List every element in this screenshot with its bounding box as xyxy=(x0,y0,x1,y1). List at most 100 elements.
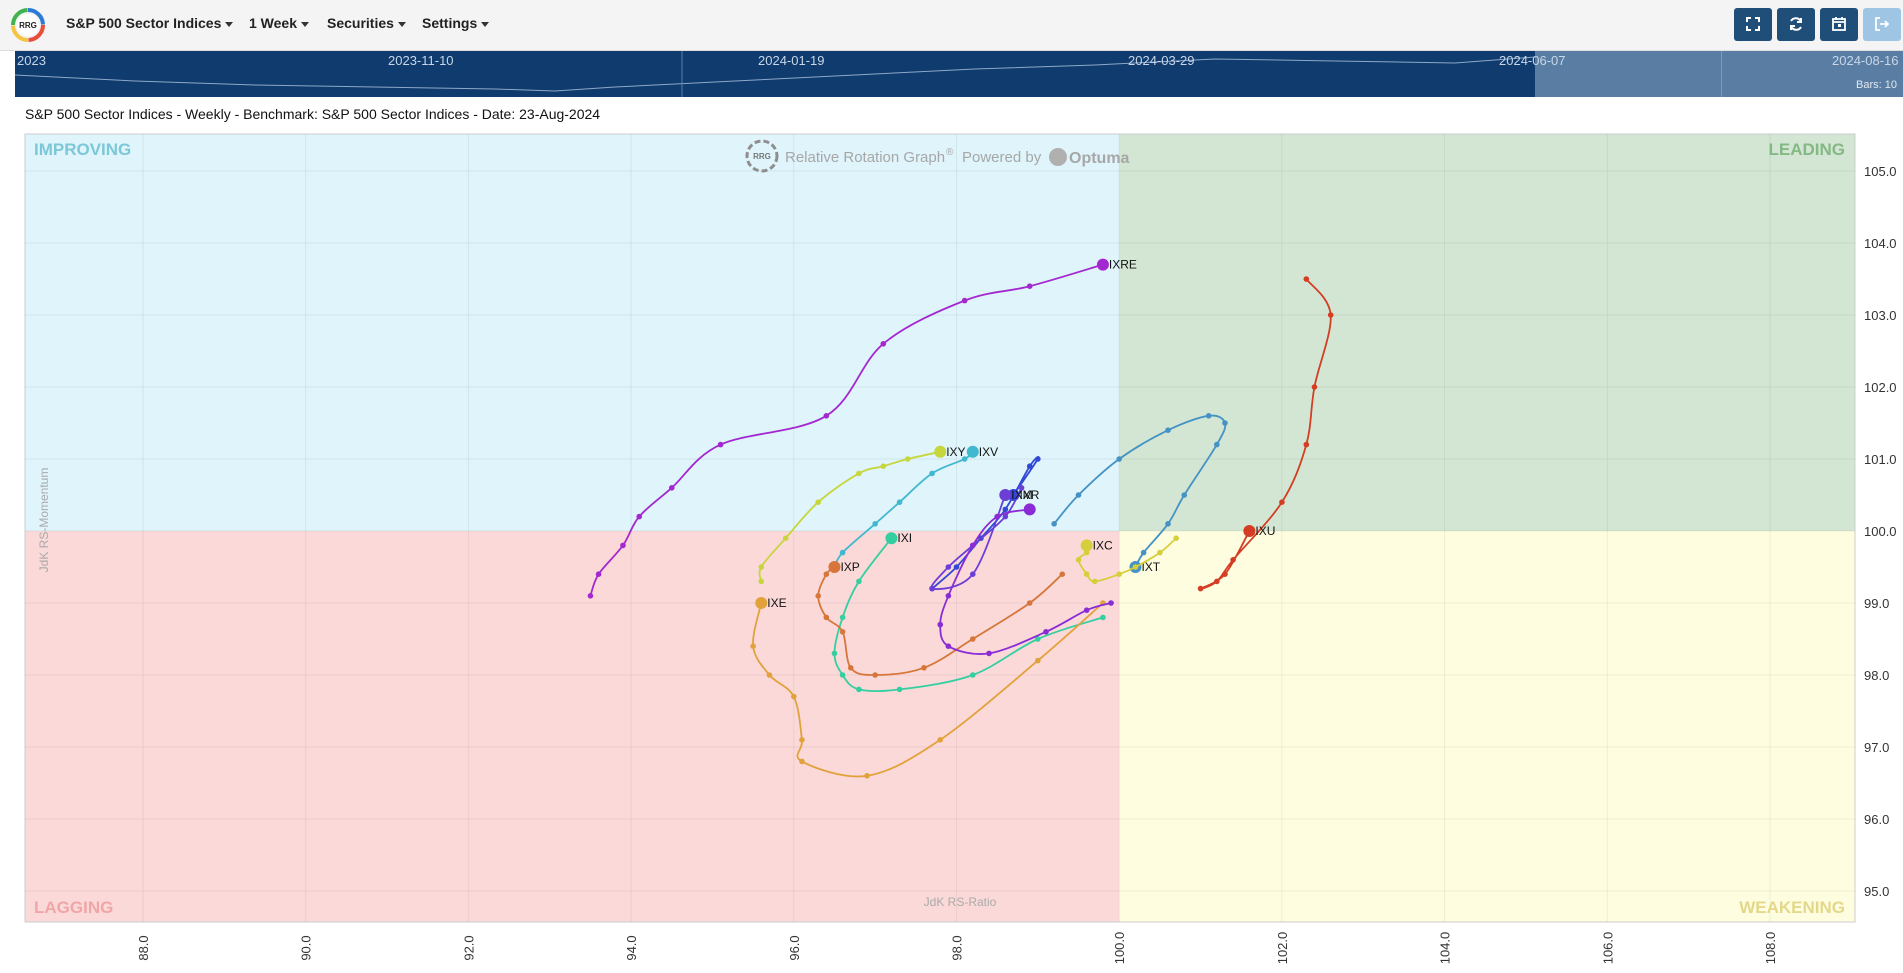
quadrant-weakening xyxy=(1119,531,1855,922)
chevron-down-icon xyxy=(225,21,234,27)
tail-point xyxy=(1075,557,1082,563)
tail-point xyxy=(1051,521,1057,527)
refresh-button[interactable] xyxy=(1777,8,1815,41)
series-head-point[interactable] xyxy=(966,445,979,458)
rrg-logo[interactable]: RRG xyxy=(10,7,46,43)
series-ixp[interactable]: IXP xyxy=(815,560,1066,678)
series-ixc[interactable]: IXC xyxy=(1075,535,1179,585)
tail-point xyxy=(847,665,854,671)
y-axis-ticks: 95.0 96.0 97.0 98.0 99.0 100.0 101.0 102.0 103.0… xyxy=(1864,164,1897,899)
tail-point xyxy=(1214,441,1220,448)
series-head-point[interactable] xyxy=(755,597,768,609)
universe-dropdown[interactable]: S&P 500 Sector Indices xyxy=(66,15,234,31)
timeline-date: 2024-06-07 xyxy=(1499,53,1566,68)
tail-point xyxy=(994,513,1000,520)
y-tick-label: 100.0 xyxy=(1864,524,1897,539)
series-label: IXM xyxy=(1011,488,1032,502)
series-ixu[interactable]: IXU xyxy=(1197,276,1334,592)
tail-point xyxy=(1303,441,1310,448)
watermark-mark: ® xyxy=(946,147,954,158)
x-tick-label: 104.0 xyxy=(1438,932,1453,965)
series-ixre[interactable]: IXRE xyxy=(587,258,1137,599)
tail-point xyxy=(1214,578,1220,585)
series-head-point[interactable] xyxy=(934,445,947,458)
series-label: IXU xyxy=(1255,524,1275,538)
fullscreen-button[interactable] xyxy=(1734,8,1772,41)
series-head-point[interactable] xyxy=(1080,539,1093,552)
quadrant-leading xyxy=(1119,134,1855,531)
securities-dropdown[interactable]: Securities xyxy=(327,15,406,31)
timeline-date: 2024-08-16 xyxy=(1832,53,1899,68)
series-ixt[interactable]: IXT xyxy=(1051,413,1228,574)
tail-point xyxy=(961,456,968,462)
x-tick-label: 108.0 xyxy=(1763,932,1778,965)
period-label: 1 Week xyxy=(249,15,297,31)
series-head-point[interactable] xyxy=(999,489,1012,501)
date-range-navigator[interactable]: 2023 2023-11-10 2024-01-19 2024-03-29 20… xyxy=(15,51,1903,97)
series-head-point[interactable] xyxy=(885,532,898,545)
series-head-point[interactable] xyxy=(1243,525,1256,537)
series-head-point[interactable] xyxy=(1096,258,1109,271)
tail-point xyxy=(839,614,846,621)
y-tick-label: 103.0 xyxy=(1864,308,1897,323)
quadrant-backgrounds xyxy=(24,133,1856,923)
chevron-down-icon xyxy=(301,21,309,27)
tail-point xyxy=(929,585,935,592)
fullscreen-icon xyxy=(1746,17,1760,31)
series-ixv[interactable]: IXV xyxy=(831,445,998,570)
x-axis-label: JdK RS-Ratio xyxy=(924,895,997,909)
tail-point xyxy=(1083,607,1090,613)
timeline-date: 2023 xyxy=(17,53,46,68)
top-toolbar: RRG S&P 500 Sector Indices 1 Week Securi… xyxy=(0,0,1903,51)
timeline-date: 2024-01-19 xyxy=(758,53,825,68)
tail-point xyxy=(791,693,797,700)
quadrant-improving xyxy=(25,134,1120,531)
tail-point xyxy=(921,665,927,671)
chart-subtitle: S&P 500 Sector Indices - Weekly - Benchm… xyxy=(25,106,601,122)
series-label: IXT xyxy=(1141,560,1160,574)
series-ixb[interactable] xyxy=(937,503,1114,657)
tail-point xyxy=(1002,513,1009,520)
x-tick-label: 90.0 xyxy=(299,935,314,960)
timeline-date: 2023-11-10 xyxy=(388,53,454,68)
tail-point xyxy=(799,737,805,743)
tail-line xyxy=(939,508,1112,655)
tail-point xyxy=(1230,557,1236,563)
tail-point xyxy=(839,629,846,635)
timeline-selection[interactable] xyxy=(1535,51,1903,97)
tail-point xyxy=(929,470,935,477)
tail-point xyxy=(815,593,822,599)
tail-point xyxy=(1205,413,1212,419)
tail-point xyxy=(945,593,952,599)
tail-point xyxy=(1026,463,1033,470)
tail-point xyxy=(864,773,870,779)
quadrant-lagging xyxy=(25,531,1120,922)
tail-point xyxy=(1311,384,1318,390)
watermark: RRG Relative Rotation Graph ® Powered by… xyxy=(745,139,1130,173)
logout-button[interactable] xyxy=(1863,8,1901,41)
y-tick-label: 102.0 xyxy=(1864,380,1897,395)
settings-dropdown[interactable]: Settings xyxy=(422,15,490,31)
series-ixy[interactable]: IXY xyxy=(758,445,966,585)
y-tick-label: 96.0 xyxy=(1864,812,1889,827)
series-label: IXI xyxy=(897,531,912,545)
period-dropdown[interactable]: 1 Week xyxy=(249,15,309,31)
series-head-point[interactable] xyxy=(828,561,841,573)
tail-point xyxy=(1327,312,1334,318)
tail-point xyxy=(823,413,830,419)
universe-label: S&P 500 Sector Indices xyxy=(66,15,222,31)
series-head-point[interactable] xyxy=(1023,503,1036,516)
x-tick-label: 96.0 xyxy=(787,935,802,960)
gridlines xyxy=(25,134,1855,922)
tail-point xyxy=(1165,521,1171,527)
securities-label: Securities xyxy=(327,15,394,31)
rrg-watermark-icon xyxy=(745,139,779,173)
x-tick-label: 88.0 xyxy=(136,935,151,960)
x-tick-label: 92.0 xyxy=(461,935,476,960)
tail-point xyxy=(823,571,830,577)
calendar-button[interactable] xyxy=(1820,8,1858,41)
tail-point xyxy=(880,341,887,347)
series-ixi[interactable]: IXI xyxy=(831,531,1106,693)
